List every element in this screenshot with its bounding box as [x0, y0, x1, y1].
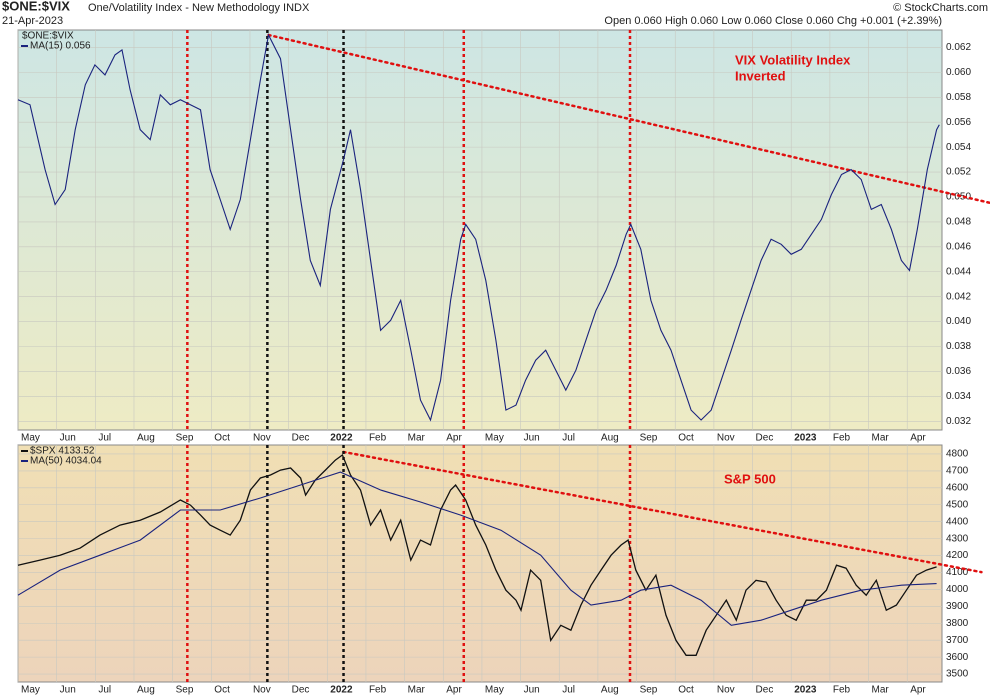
y-tick-label: 0.062 — [946, 42, 971, 53]
x-tick-label: Dec — [292, 685, 310, 696]
y-tick-label: 4200 — [946, 550, 969, 561]
legend-label: $ONE:$VIX — [22, 31, 74, 42]
y-tick-label: 4400 — [946, 516, 969, 527]
x-tick-label: Sep — [640, 685, 658, 696]
x-tick-label: Apr — [910, 685, 926, 696]
x-tick-label: Apr — [446, 433, 462, 444]
x-tick-label: Nov — [253, 685, 271, 696]
y-tick-label: 3900 — [946, 601, 969, 612]
y-tick-label: 0.044 — [946, 266, 971, 277]
y-tick-label: 0.052 — [946, 167, 971, 178]
x-tick-label: Feb — [833, 685, 851, 696]
x-tick-label: Jul — [98, 685, 111, 696]
series-line — [17, 33, 940, 422]
x-tick-label: Jul — [562, 433, 575, 444]
x-tick-label: Nov — [717, 685, 735, 696]
x-tick-label: Oct — [678, 433, 694, 444]
y-tick-label: 0.040 — [946, 316, 971, 327]
x-tick-label: Sep — [176, 433, 194, 444]
x-tick-label: Aug — [601, 433, 619, 444]
plot-area — [17, 444, 943, 683]
y-tick-label: 4000 — [946, 584, 969, 595]
x-tick-label: Apr — [910, 433, 926, 444]
y-tick-label: 4600 — [946, 482, 969, 493]
x-tick-label: Nov — [717, 433, 735, 444]
annotation: Inverted — [735, 68, 786, 83]
y-tick-label: 0.054 — [946, 142, 971, 153]
x-tick-label: Feb — [833, 433, 851, 444]
symbol: $ONE:$VIX — [2, 0, 70, 13]
y-tick-label: 4700 — [946, 466, 969, 477]
y-tick-label: 3500 — [946, 669, 969, 680]
legend-entry: MA(15) 0.056 — [30, 41, 91, 52]
x-tick-label: May — [485, 433, 504, 444]
x-tick-label: Jun — [524, 685, 540, 696]
y-tick-label: 3600 — [946, 652, 969, 663]
x-tick-label: Nov — [253, 433, 271, 444]
y-tick-label: 0.050 — [946, 192, 971, 203]
x-tick-label: Oct — [214, 433, 230, 444]
y-tick-label: 0.032 — [946, 416, 971, 427]
x-tick-label: Dec — [756, 433, 774, 444]
y-tick-label: 4500 — [946, 499, 969, 510]
y-tick-label: 3800 — [946, 618, 969, 629]
legend-entry: MA(50) 4034.04 — [30, 456, 102, 467]
x-tick-label: Jun — [60, 685, 76, 696]
x-tick-label: 2023 — [794, 685, 817, 696]
x-tick-label: Aug — [601, 685, 619, 696]
y-tick-label: 4100 — [946, 567, 969, 578]
x-tick-label: Jul — [98, 433, 111, 444]
y-tick-label: 4800 — [946, 449, 969, 460]
x-tick-label: May — [21, 685, 40, 696]
date: 21-Apr-2023 — [2, 15, 63, 27]
legend-entry: $SPX 4133.52 — [30, 446, 95, 457]
trendline — [342, 450, 983, 574]
y-tick-label: 0.058 — [946, 92, 971, 103]
x-tick-label: Sep — [176, 685, 194, 696]
y-tick-label: 0.034 — [946, 391, 971, 402]
x-tick-label: Aug — [137, 685, 155, 696]
y-tick-label: 0.048 — [946, 217, 971, 228]
x-tick-label: Jul — [562, 685, 575, 696]
quote: Open 0.060 High 0.060 Low 0.060 Close 0.… — [604, 15, 942, 27]
x-tick-label: Jun — [524, 433, 540, 444]
index-name: One/Volatility Index - New Methodology I… — [88, 2, 310, 14]
y-tick-label: 0.042 — [946, 291, 971, 302]
y-tick-label: 0.060 — [946, 67, 971, 78]
x-tick-label: Oct — [214, 685, 230, 696]
x-tick-label: Mar — [872, 433, 890, 444]
x-tick-label: 2022 — [330, 685, 353, 696]
x-tick-label: Dec — [292, 433, 310, 444]
plot-area — [17, 29, 943, 431]
x-tick-label: Sep — [640, 433, 658, 444]
x-tick-label: Mar — [872, 685, 890, 696]
x-tick-label: May — [21, 433, 40, 444]
trendline — [267, 33, 990, 205]
y-tick-label: 0.036 — [946, 366, 971, 377]
series-line — [17, 453, 937, 656]
x-tick-label: Feb — [369, 685, 387, 696]
x-tick-label: Jun — [60, 433, 76, 444]
y-tick-label: 0.056 — [946, 117, 971, 128]
x-tick-label: 2023 — [794, 433, 817, 444]
y-tick-label: 0.046 — [946, 241, 971, 252]
x-tick-label: Oct — [678, 685, 694, 696]
y-tick-label: 0.038 — [946, 341, 971, 352]
series-line — [17, 471, 937, 626]
credit: © StockCharts.com — [893, 2, 988, 14]
y-tick-label: 4300 — [946, 533, 969, 544]
x-tick-label: Mar — [408, 685, 426, 696]
x-tick-label: Feb — [369, 433, 387, 444]
annotation: VIX Volatility Index — [735, 52, 851, 67]
annotation: S&P 500 — [724, 471, 776, 486]
x-tick-label: Apr — [446, 685, 462, 696]
x-tick-label: Dec — [756, 685, 774, 696]
y-tick-label: 3700 — [946, 635, 969, 646]
x-tick-label: Mar — [408, 433, 426, 444]
x-tick-label: May — [485, 685, 504, 696]
x-tick-label: 2022 — [330, 433, 353, 444]
x-tick-label: Aug — [137, 433, 155, 444]
